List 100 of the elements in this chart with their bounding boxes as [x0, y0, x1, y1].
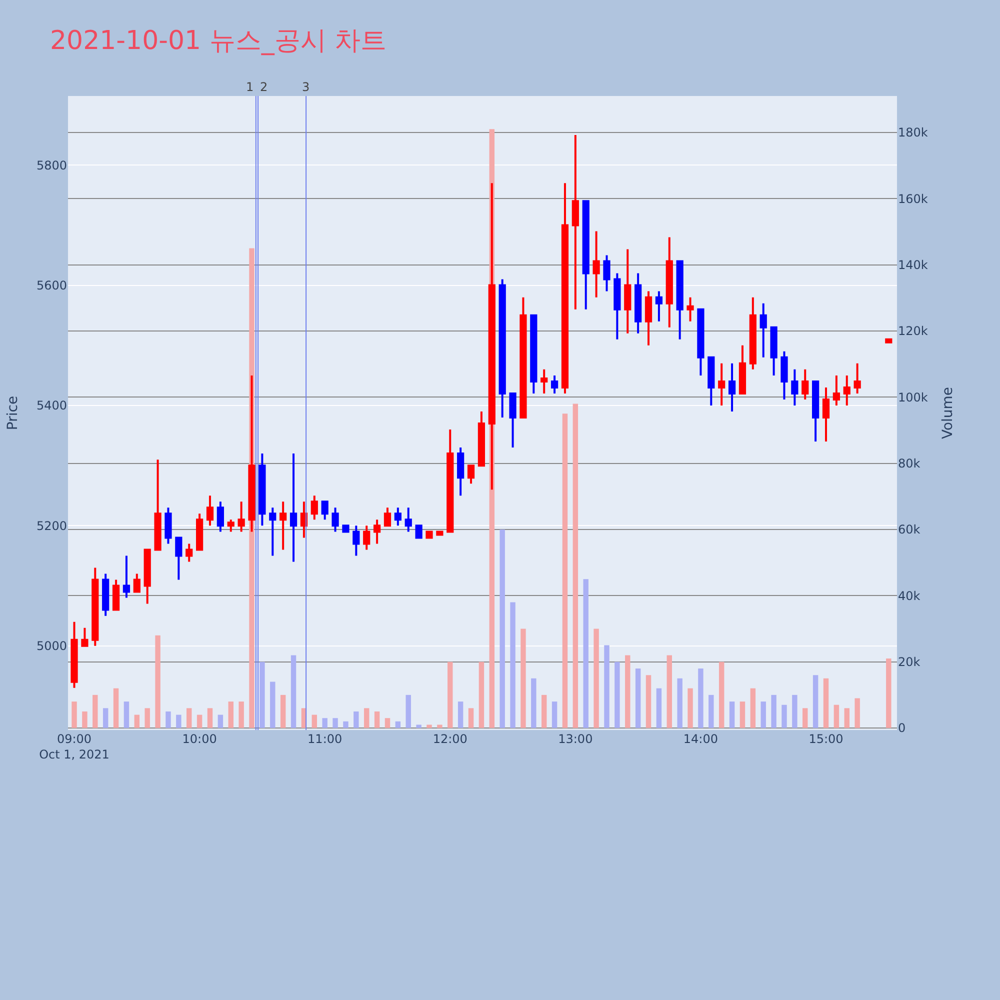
candlestick [248, 374, 256, 533]
x-tick-label: 10:00 [182, 732, 217, 746]
candlestick [822, 386, 830, 443]
candlestick [310, 494, 318, 521]
bar [92, 694, 98, 728]
bar [718, 662, 724, 728]
bar [343, 721, 348, 728]
x-tick-label: 15:00 [808, 732, 844, 746]
candlestick [164, 506, 172, 545]
bar [113, 688, 119, 728]
bar [500, 529, 505, 728]
candlestick [436, 530, 444, 536]
y-tick-label: 5000 [36, 639, 67, 654]
bar [562, 414, 568, 728]
candlestick [728, 362, 736, 412]
bar [176, 714, 182, 728]
bar [688, 688, 693, 728]
bar [760, 702, 766, 728]
bar [802, 708, 808, 728]
candlestick [540, 368, 548, 394]
x-tick-label: 13:00 [558, 732, 593, 746]
y2-tick-label: 40k [898, 588, 920, 603]
bar [572, 404, 578, 728]
candlestick [258, 452, 266, 527]
candlestick [394, 506, 402, 527]
candlestick [404, 506, 412, 533]
y-tick-label: 5600 [36, 278, 67, 292]
candlestick [363, 524, 370, 551]
bar [186, 708, 192, 728]
bar [312, 714, 318, 728]
ref-line-label: 3 [302, 80, 310, 94]
candlestick [802, 368, 809, 400]
candlestick [550, 374, 558, 394]
bar [384, 718, 390, 728]
candlestick [227, 518, 234, 533]
y2-tick-label: 120k [898, 324, 928, 338]
candlestick [509, 392, 516, 449]
bar [625, 655, 630, 728]
bar [374, 711, 380, 728]
candlestick [384, 506, 392, 527]
candlestick [70, 620, 78, 689]
bar [364, 708, 370, 728]
candlestick [676, 260, 684, 340]
x-tick-label: 09:00 Oct 1, 2021 [39, 732, 110, 762]
candlestick [373, 518, 381, 545]
bar [134, 714, 140, 728]
candlestick [446, 428, 454, 533]
bar [218, 714, 224, 728]
bar [228, 702, 234, 728]
candlestick [832, 374, 840, 406]
bar [646, 675, 652, 728]
candlestick [175, 536, 182, 581]
candlestick [520, 296, 527, 419]
bar [124, 702, 130, 728]
candlestick [81, 626, 88, 647]
candlestick [426, 530, 433, 539]
bar [322, 718, 328, 728]
candlestick [280, 500, 287, 551]
bar [531, 678, 536, 728]
bar [207, 708, 213, 728]
candlestick [112, 578, 120, 611]
y2-tick-label: 80k [898, 456, 920, 470]
candlestick [614, 272, 621, 340]
bar [102, 708, 108, 728]
bar [144, 708, 150, 728]
bar [604, 645, 610, 728]
y-tick-label: 5800 [36, 158, 67, 172]
candlestick [738, 344, 746, 394]
candlestick [290, 452, 298, 563]
x-tick-label: 11:00 [308, 732, 342, 746]
candlestick [300, 500, 308, 539]
candlestick [592, 230, 600, 298]
candlestick [144, 548, 151, 605]
candlestick [655, 290, 663, 322]
candlestick [718, 362, 726, 406]
candlestick [624, 248, 632, 334]
candlestick [749, 296, 756, 370]
bar [844, 708, 850, 728]
bar [395, 721, 401, 728]
candlestick [854, 362, 861, 394]
bar [72, 702, 77, 728]
bar [834, 704, 840, 728]
y2-tick-label: 100k [898, 390, 928, 404]
y2-tick-label: 160k [898, 192, 928, 206]
candlestick [812, 380, 820, 443]
bar [552, 702, 558, 728]
bar [750, 688, 756, 728]
candlestick [122, 554, 130, 599]
candlestick [478, 410, 486, 467]
chart-title: 2021-10-01 뉴스_공시 차트 [50, 26, 387, 56]
ref-line-label: 2 [260, 80, 268, 94]
bar [854, 698, 860, 728]
candlestick [780, 350, 788, 400]
candlestick [457, 446, 464, 497]
bar [416, 724, 422, 728]
candlestick [770, 326, 778, 376]
candlestick [498, 278, 506, 419]
candlestick [186, 542, 193, 563]
candlestick [342, 524, 350, 533]
candlestick [133, 572, 140, 593]
